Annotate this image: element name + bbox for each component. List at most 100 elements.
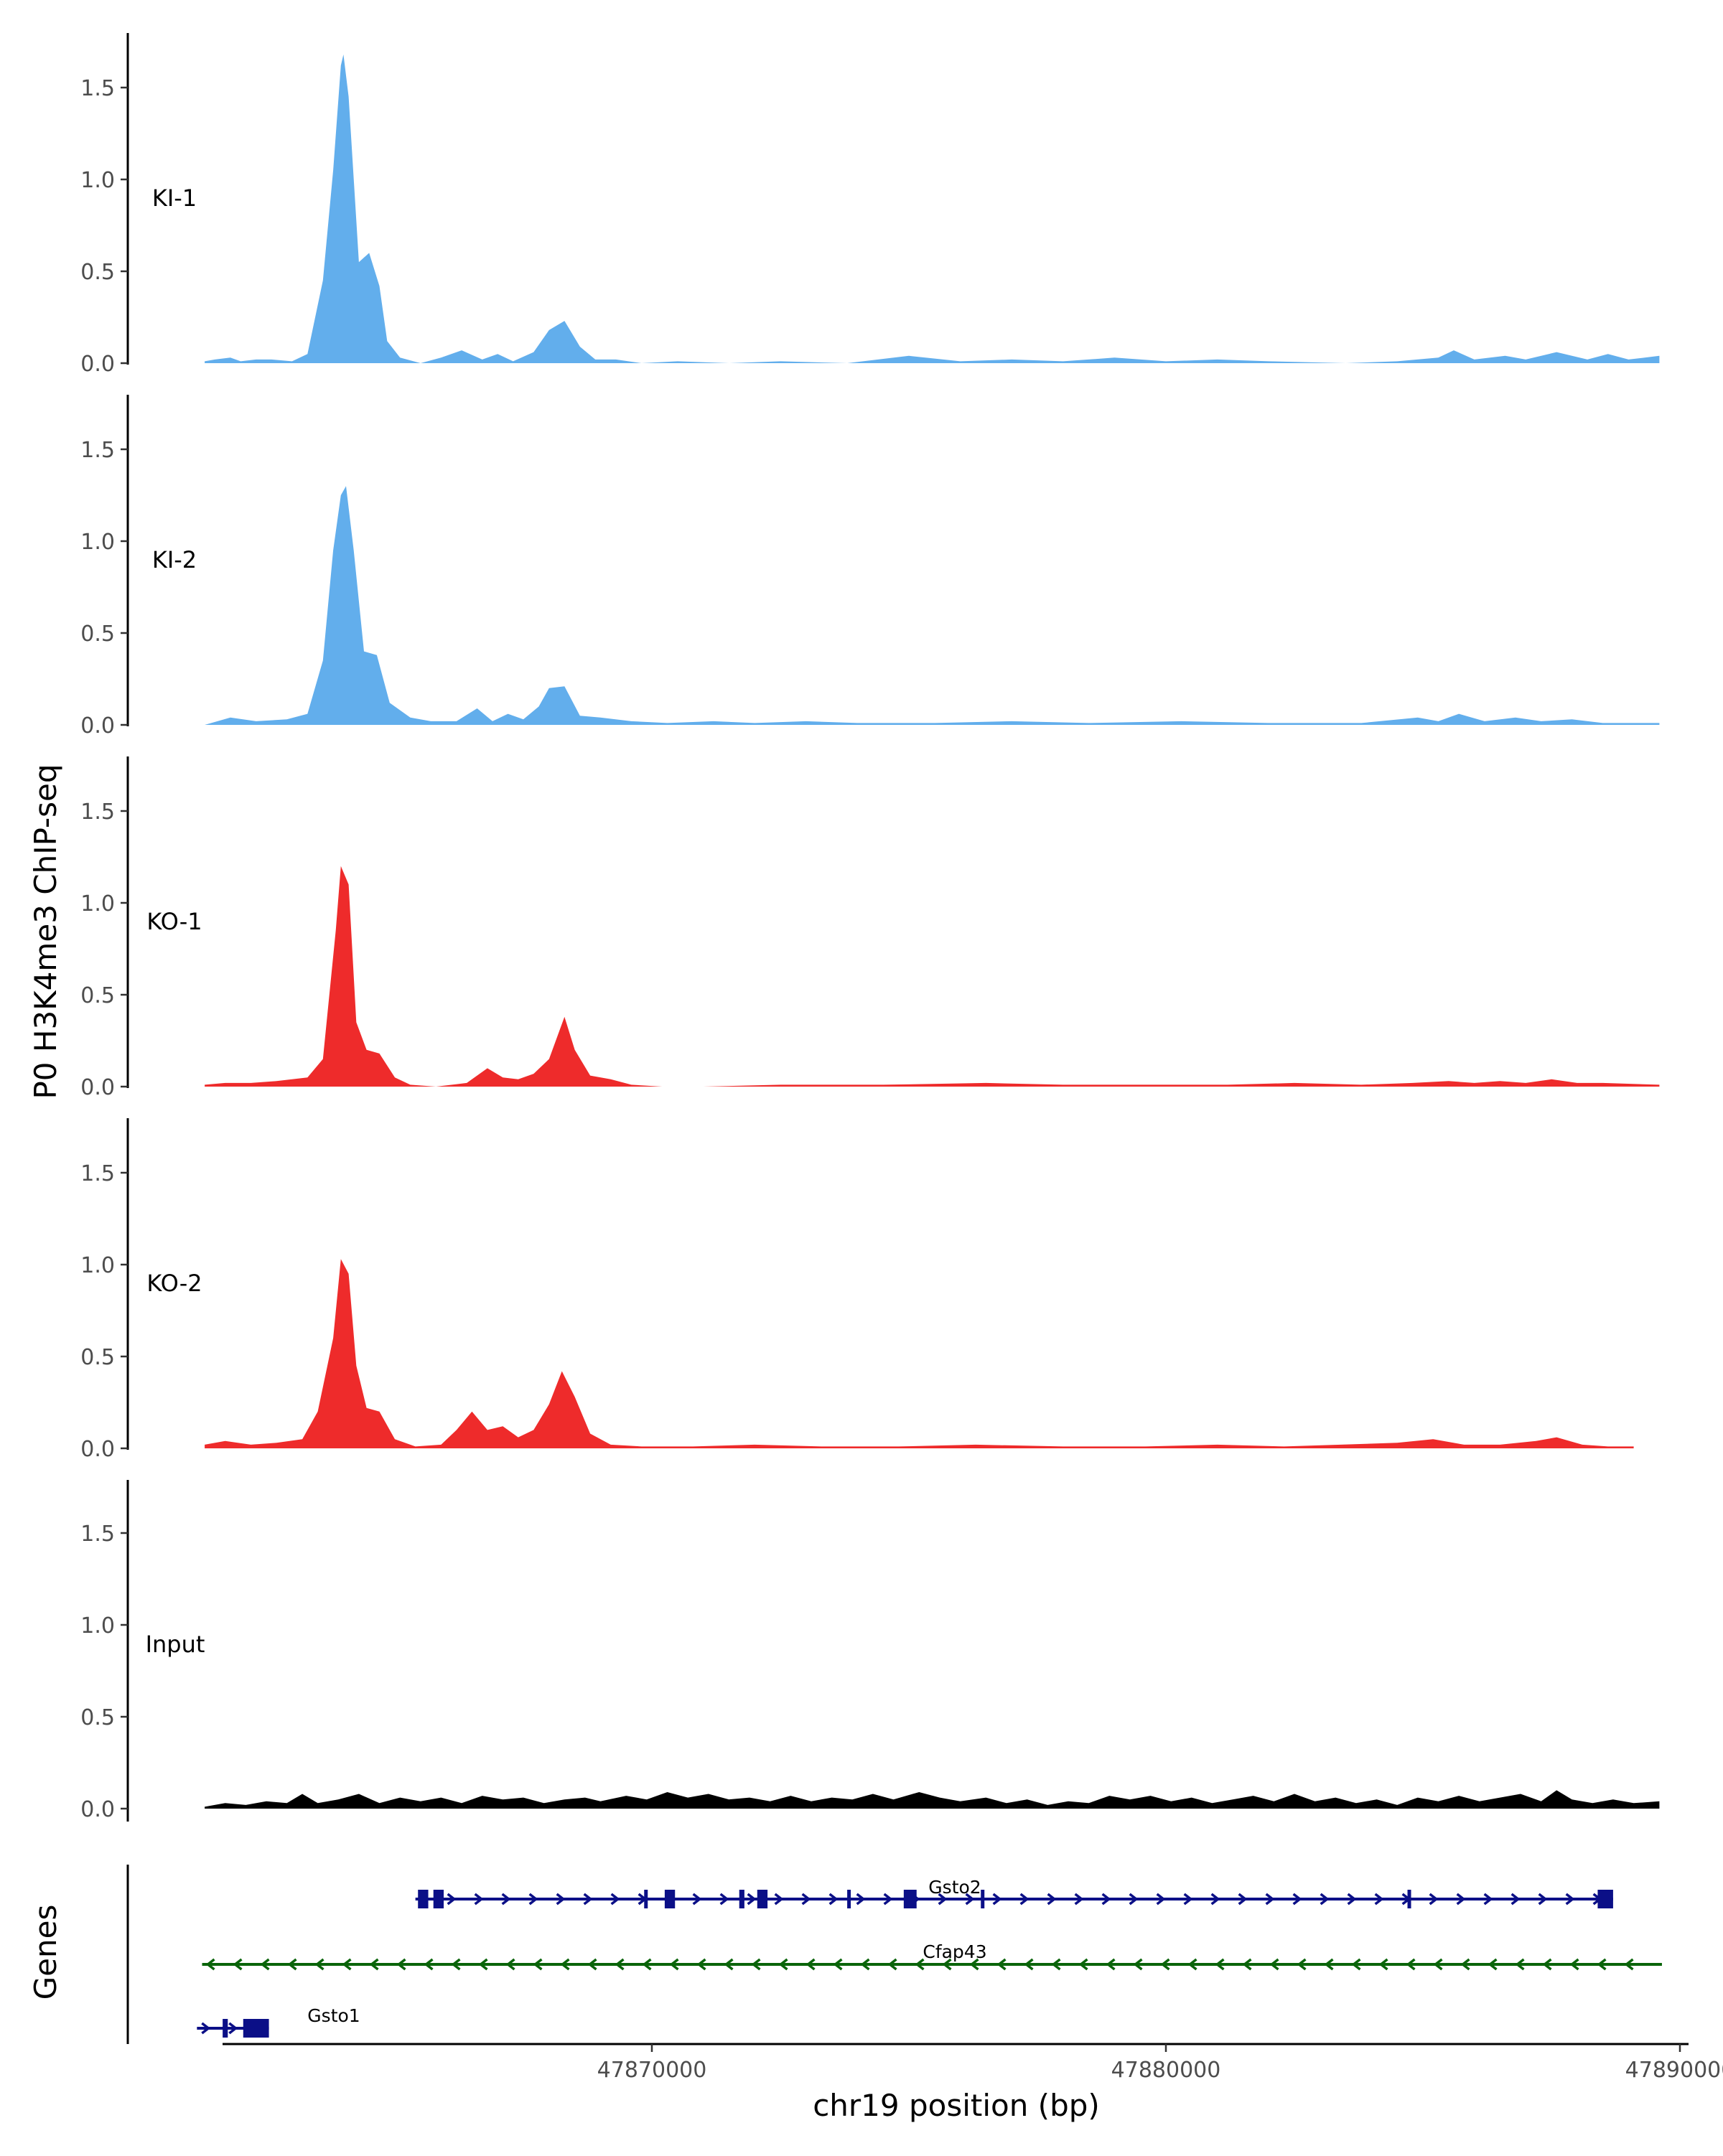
strand-chevron bbox=[396, 1958, 406, 1971]
strand-chevron bbox=[1460, 1958, 1470, 1971]
gene-label: Gsto2 bbox=[928, 1877, 981, 1898]
strand-chevron bbox=[424, 1958, 434, 1971]
genes-axis-title: Genes bbox=[28, 1905, 63, 2000]
strand-chevron bbox=[1215, 1958, 1225, 1971]
gene-gsto1: Gsto1 bbox=[197, 2005, 360, 2038]
gene-label: Cfap43 bbox=[923, 1941, 986, 1962]
strand-chevron bbox=[1597, 1958, 1607, 1971]
y-tick-label: 0.0 bbox=[80, 352, 115, 377]
signal-area-input bbox=[205, 1790, 1660, 1809]
strand-chevron bbox=[751, 1958, 761, 1971]
strand-chevron bbox=[778, 1958, 788, 1971]
y-tick-label: 1.0 bbox=[80, 891, 115, 917]
strand-chevron bbox=[583, 1893, 593, 1906]
strand-chevron bbox=[1510, 1893, 1521, 1906]
strand-chevron bbox=[833, 1958, 843, 1971]
strand-chevron bbox=[774, 1893, 784, 1906]
exon bbox=[243, 2019, 269, 2038]
y-tick-label: 0.0 bbox=[80, 1797, 115, 1822]
strand-chevron bbox=[478, 1958, 488, 1971]
exon bbox=[223, 2019, 228, 2038]
y-tick-label: 1.5 bbox=[80, 76, 115, 101]
exon bbox=[981, 1890, 985, 1908]
x-tick-label: 47890000 bbox=[1625, 2058, 1723, 2083]
track-label: KI-1 bbox=[152, 184, 197, 212]
strand-chevron bbox=[1347, 1893, 1357, 1906]
strand-chevron bbox=[615, 1958, 625, 1971]
strand-chevron bbox=[369, 1958, 379, 1971]
strand-chevron bbox=[1024, 1958, 1034, 1971]
track-label: KO-2 bbox=[146, 1270, 202, 1297]
exon bbox=[433, 1890, 444, 1908]
track-panel-ki-1: 0.0 0.5 1.0 1.5 KI-1 bbox=[80, 33, 1660, 377]
strand-chevron bbox=[1242, 1958, 1252, 1971]
strand-chevron bbox=[1047, 1893, 1057, 1906]
strand-chevron bbox=[1187, 1958, 1197, 1971]
y-axis-title: P0 H3K4me3 ChIP-seq bbox=[28, 764, 63, 1099]
strand-chevron bbox=[996, 1958, 1007, 1971]
y-tick-label: 1.5 bbox=[80, 1161, 115, 1186]
strand-chevron bbox=[1019, 1893, 1029, 1906]
exon bbox=[847, 1890, 851, 1908]
strand-chevron bbox=[1074, 1893, 1084, 1906]
track-panel-ki-2: 0.0 0.5 1.0 1.5 KI-2 bbox=[80, 395, 1660, 739]
strand-chevron bbox=[1483, 1893, 1493, 1906]
strand-chevron bbox=[451, 1958, 461, 1971]
strand-chevron bbox=[587, 1958, 597, 1971]
strand-chevron bbox=[1406, 1958, 1416, 1971]
exon bbox=[644, 1890, 648, 1908]
strand-chevron bbox=[1488, 1958, 1498, 1971]
strand-chevron bbox=[856, 1893, 866, 1906]
signal-area-ki-1 bbox=[205, 54, 1660, 364]
strand-chevron bbox=[1324, 1958, 1334, 1971]
exon bbox=[418, 1890, 429, 1908]
strand-chevron bbox=[447, 1893, 457, 1906]
strand-chevron bbox=[1051, 1958, 1061, 1971]
strand-chevron bbox=[669, 1958, 679, 1971]
strand-chevron bbox=[942, 1958, 952, 1971]
track-label: KO-1 bbox=[146, 908, 202, 935]
strand-chevron bbox=[1538, 1893, 1548, 1906]
strand-chevron bbox=[233, 1958, 243, 1971]
strand-chevron bbox=[1624, 1958, 1634, 1971]
exon bbox=[1407, 1890, 1411, 1908]
strand-chevron bbox=[1429, 1893, 1439, 1906]
strand-chevron bbox=[205, 1958, 215, 1971]
y-tick-label: 1.5 bbox=[80, 438, 115, 463]
y-tick-label: 0.5 bbox=[80, 622, 115, 647]
strand-chevron bbox=[342, 1958, 352, 1971]
strand-chevron bbox=[474, 1893, 484, 1906]
strand-chevron bbox=[1129, 1893, 1139, 1906]
exon bbox=[757, 1890, 768, 1908]
track-panel-ko-2: 0.0 0.5 1.0 1.5 KO-2 bbox=[80, 1118, 1634, 1462]
strand-chevron bbox=[719, 1893, 729, 1906]
strand-chevron bbox=[1269, 1958, 1279, 1971]
strand-chevron bbox=[969, 1958, 979, 1971]
strand-chevron bbox=[965, 1893, 975, 1906]
strand-chevron bbox=[1133, 1958, 1143, 1971]
gene-cfap43: Cfap43 bbox=[202, 1941, 1662, 1971]
y-tick-label: 0.0 bbox=[80, 713, 115, 739]
strand-chevron bbox=[1569, 1958, 1579, 1971]
strand-chevron bbox=[806, 1958, 816, 1971]
strand-chevron bbox=[938, 1893, 948, 1906]
strand-chevron bbox=[528, 1893, 538, 1906]
strand-chevron bbox=[228, 2022, 238, 2035]
strand-chevron bbox=[1210, 1893, 1220, 1906]
strand-chevron bbox=[1515, 1958, 1525, 1971]
strand-chevron bbox=[915, 1958, 925, 1971]
strand-chevron bbox=[1183, 1893, 1193, 1906]
y-tick-label: 1.0 bbox=[80, 168, 115, 193]
strand-chevron bbox=[883, 1893, 893, 1906]
strand-chevron bbox=[1078, 1958, 1088, 1971]
strand-chevron bbox=[505, 1958, 515, 1971]
strand-chevron bbox=[1297, 1958, 1307, 1971]
strand-chevron bbox=[1542, 1958, 1552, 1971]
signal-area-ko-2 bbox=[205, 1259, 1634, 1448]
y-tick-label: 1.0 bbox=[80, 530, 115, 555]
strand-chevron bbox=[1351, 1958, 1361, 1971]
track-label: Input bbox=[146, 1631, 205, 1658]
strand-chevron bbox=[1456, 1893, 1466, 1906]
track-panel-input: 0.0 0.5 1.0 1.5 Input bbox=[80, 1480, 1660, 1822]
strand-chevron bbox=[696, 1958, 706, 1971]
